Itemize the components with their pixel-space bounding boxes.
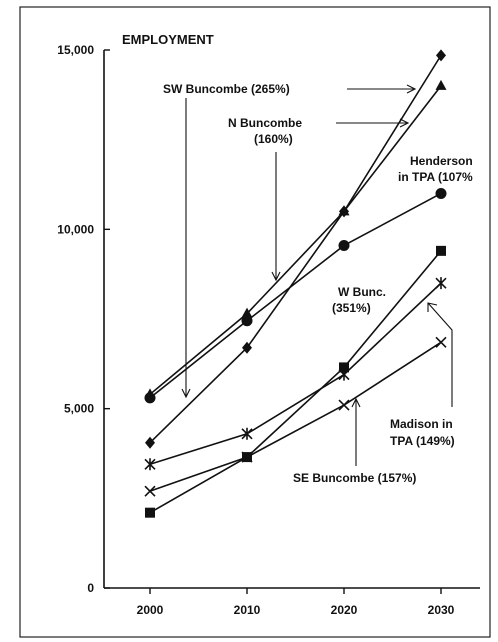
series-line	[149, 282, 442, 466]
label-henderson-tpa: in TPA (107%	[398, 170, 473, 184]
data-point-x	[338, 399, 350, 411]
sw-arrow-right-head	[406, 84, 417, 94]
label-madison-tpa: TPA (149%)	[390, 434, 455, 448]
y-tick-label: 15,000	[57, 43, 94, 57]
data-point-circle	[338, 239, 350, 251]
data-point-star	[144, 458, 156, 471]
label-w-bunc: W Bunc.	[338, 285, 386, 299]
y-tick-label: 0	[87, 581, 94, 595]
label-henderson: Henderson	[410, 154, 473, 168]
madison-arrow-head	[427, 302, 438, 312]
series-circle	[144, 187, 447, 404]
plot-frame	[19, 6, 491, 638]
data-point-x	[144, 485, 156, 497]
x-tick-label: 2010	[234, 603, 261, 617]
x-tick-label: 2020	[331, 603, 358, 617]
data-point-circle	[241, 315, 253, 327]
data-point-circle	[144, 392, 156, 404]
data-point-star	[338, 368, 350, 381]
series-line	[149, 192, 442, 399]
data-point-diamond	[242, 341, 252, 354]
data-point-star	[241, 427, 253, 440]
series-line	[149, 341, 442, 492]
series-x	[144, 336, 447, 497]
data-point-square	[339, 362, 349, 373]
n-arrow-down-head	[271, 271, 281, 282]
data-point-diamond	[145, 436, 155, 449]
series-line	[149, 250, 442, 514]
annotation-arrows	[181, 84, 453, 466]
label-se-buncombe: SE Buncombe (157%)	[293, 471, 416, 485]
series-layer	[144, 49, 447, 518]
data-point-triangle	[338, 205, 350, 216]
data-point-triangle	[241, 307, 253, 318]
data-point-diamond	[436, 49, 446, 62]
chart-title: EMPLOYMENT	[122, 32, 214, 47]
sw-arrow-down-head	[181, 388, 191, 399]
y-tick-group: 0 5,000 10,000 15,000	[57, 43, 110, 595]
x-tick-label: 2030	[428, 603, 455, 617]
y-tick-label: 5,000	[64, 402, 94, 416]
label-w-bunc-pct: (351%)	[332, 301, 371, 315]
data-point-x	[435, 336, 447, 348]
x-tick-group: 2000 2010 2020 2030	[137, 588, 455, 617]
series-line	[149, 54, 442, 444]
y-tick-label: 10,000	[57, 222, 94, 236]
label-n-buncombe-pct: (160%)	[254, 132, 293, 146]
label-n-buncombe: N Buncombe	[228, 116, 302, 130]
series-line	[149, 85, 442, 395]
label-madison: Madison in	[390, 417, 453, 431]
data-point-square	[436, 245, 446, 256]
series-star	[144, 277, 447, 471]
n-arrow-right-head	[399, 118, 410, 128]
se-arrow-up-head	[351, 397, 361, 408]
x-tick-label: 2000	[137, 603, 164, 617]
data-point-square	[145, 507, 155, 518]
madison-arrow	[427, 302, 453, 407]
data-point-x	[241, 451, 253, 463]
data-point-triangle	[435, 79, 447, 90]
data-point-circle	[435, 187, 447, 199]
label-sw-buncombe: SW Buncombe (265%)	[163, 82, 290, 96]
data-point-star	[435, 277, 447, 290]
series-diamond	[145, 49, 446, 449]
